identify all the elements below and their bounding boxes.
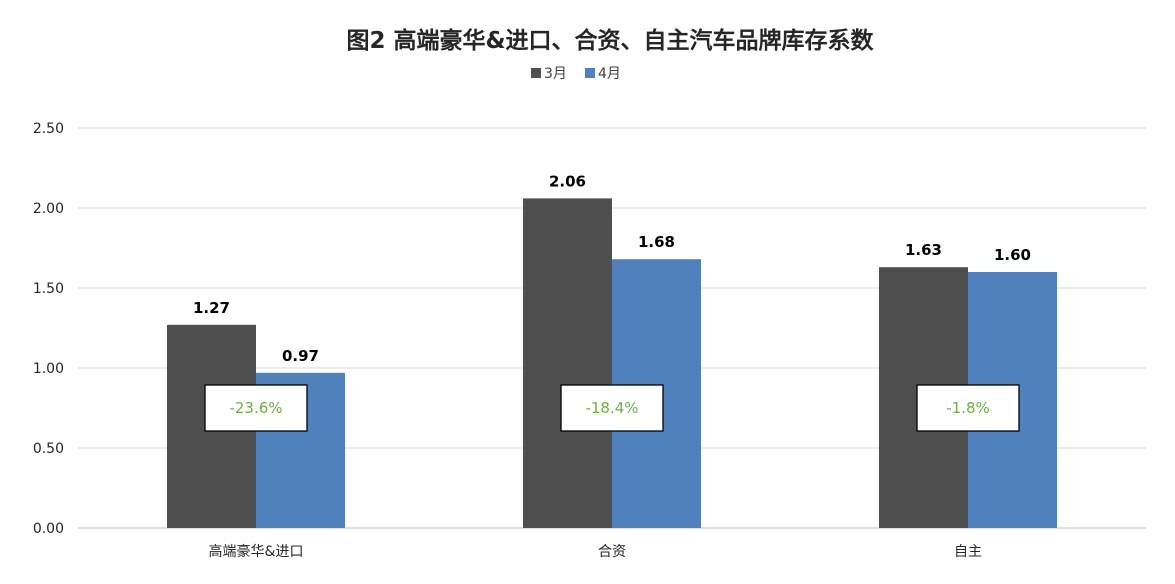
chart-title: 图2 高端豪华&进口、合资、自主汽车品牌库存系数 bbox=[346, 27, 874, 54]
y-axis-ticks: 0.00 0.50 1.00 1.50 2.00 2.50 bbox=[33, 121, 64, 537]
data-labels: 1.27 0.97 2.06 1.68 1.63 1.60 bbox=[193, 172, 1031, 364]
y-tick-label: 0.50 bbox=[33, 441, 64, 457]
change-box bbox=[916, 384, 1020, 432]
y-tick-label: 2.00 bbox=[33, 201, 64, 217]
data-label: 1.27 bbox=[193, 299, 230, 317]
data-label: 1.60 bbox=[994, 246, 1031, 264]
x-category-label: 自主 bbox=[954, 544, 982, 560]
y-tick-label: 1.50 bbox=[33, 281, 64, 297]
change-annotations: -23.6% -18.4% -1.8% bbox=[204, 384, 1020, 432]
data-label: 2.06 bbox=[549, 172, 586, 190]
change-box bbox=[204, 384, 308, 432]
change-label: -23.6% bbox=[229, 399, 282, 417]
y-tick-label: 1.00 bbox=[33, 361, 64, 377]
change-box bbox=[560, 384, 664, 432]
data-label: 1.68 bbox=[638, 233, 675, 251]
data-label: 0.97 bbox=[282, 347, 319, 365]
change-label: -18.4% bbox=[585, 399, 638, 417]
bar-march bbox=[523, 198, 612, 528]
legend-swatch-april bbox=[585, 68, 595, 78]
x-category-label: 合资 bbox=[598, 544, 626, 560]
legend: 3月 4月 bbox=[531, 66, 621, 82]
change-label: -1.8% bbox=[946, 399, 990, 417]
x-category-label: 高端豪华&进口 bbox=[209, 543, 304, 560]
x-axis-labels: 高端豪华&进口 合资 自主 bbox=[209, 543, 982, 560]
legend-label: 3月 bbox=[544, 66, 567, 82]
legend-label: 4月 bbox=[598, 66, 621, 82]
data-label: 1.63 bbox=[905, 241, 942, 259]
y-tick-label: 2.50 bbox=[33, 121, 64, 137]
legend-swatch-march bbox=[531, 68, 541, 78]
y-tick-label: 0.00 bbox=[33, 521, 64, 537]
